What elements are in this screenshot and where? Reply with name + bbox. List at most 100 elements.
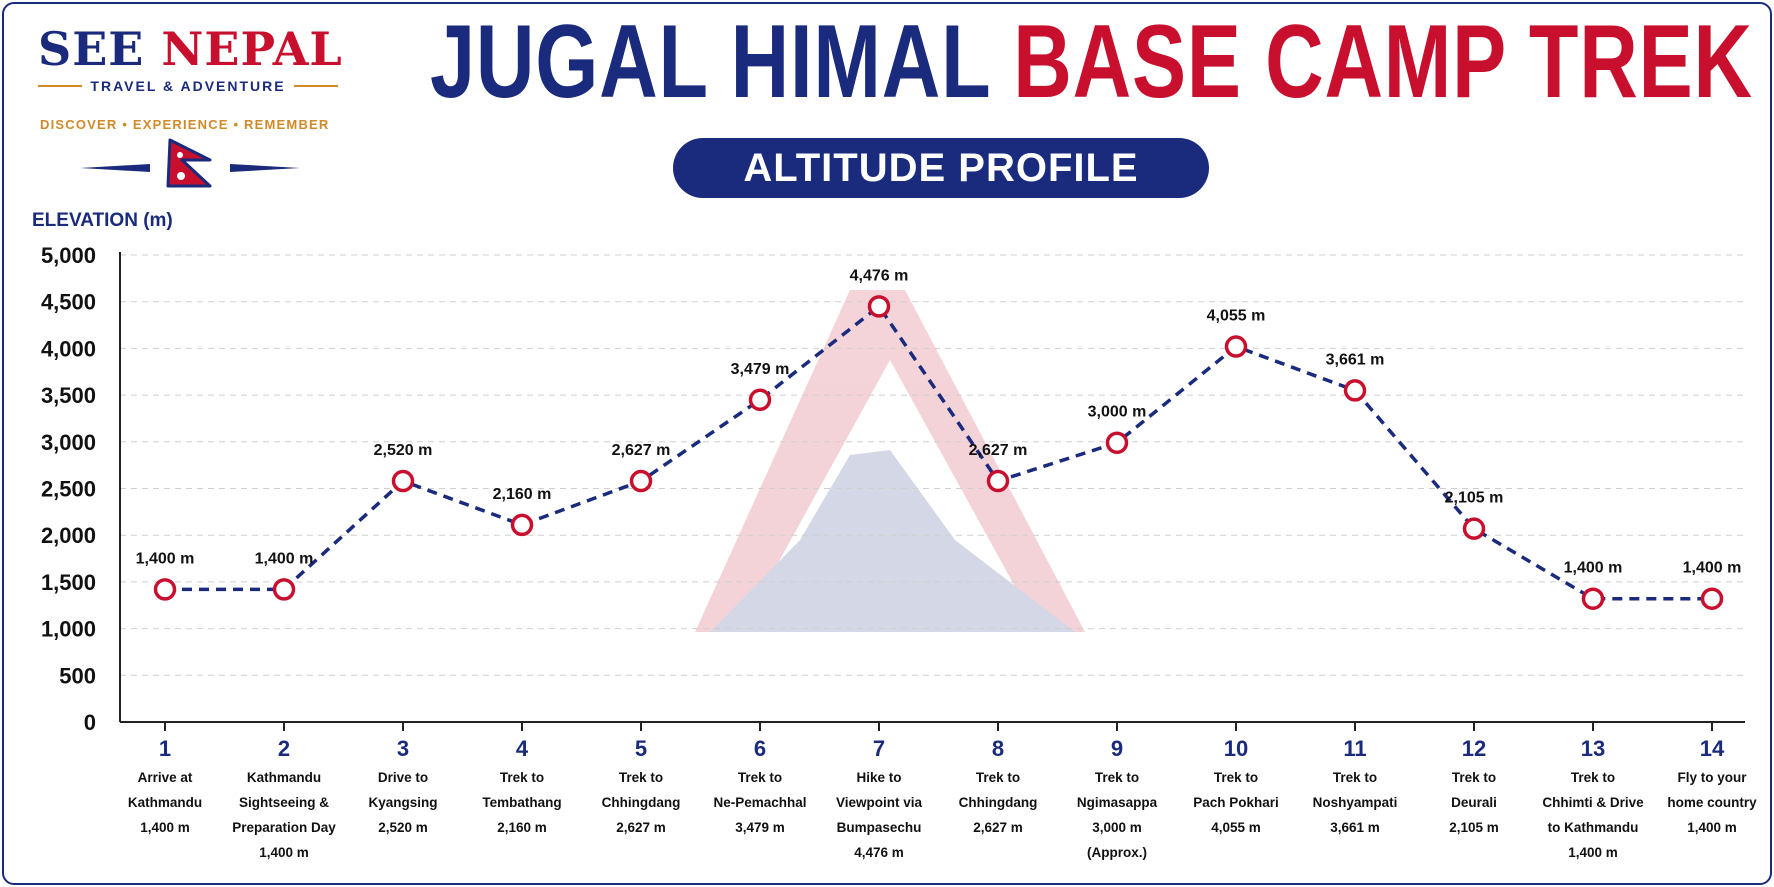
x-tick-label: 13 (1581, 736, 1605, 761)
x-tick-label: 1 (159, 736, 171, 761)
data-point (867, 295, 891, 318)
x-tick-label: 14 (1700, 736, 1725, 761)
data-label: 4,055 m (1207, 308, 1266, 325)
data-label: 2,520 m (374, 442, 433, 459)
day-description-line: 1,400 m (259, 845, 309, 860)
logo: SEE NEPAL TRAVEL & ADVENTURE DISCOVER • … (0, 0, 360, 190)
y-tick-label: 3,500 (41, 383, 96, 408)
mountain-watermark (695, 290, 1085, 632)
page-title: JUGAL HIMAL BASE CAMP TREK (430, 7, 1753, 117)
y-tick-label: 4,000 (41, 336, 96, 361)
day-description-line: Ne-Pemachhal (713, 795, 806, 810)
badge-label: ALTITUDE PROFILE (743, 145, 1139, 190)
data-point (391, 469, 415, 493)
x-tick-label: 11 (1343, 736, 1366, 761)
data-point (272, 578, 296, 601)
day-description-line: Trek to (1452, 770, 1496, 785)
day-description-line: Trek to (1095, 770, 1139, 785)
y-tick-label: 0 (84, 710, 96, 735)
data-point (1105, 431, 1129, 454)
day-description-line: Chhingdang (959, 795, 1038, 810)
data-label: 2,627 m (612, 442, 671, 459)
data-point (986, 469, 1010, 493)
data-label: 2,160 m (493, 486, 552, 503)
day-description-line: Trek to (1333, 770, 1377, 785)
y-axis-label: ELEVATION (m) (32, 210, 173, 231)
x-tick-label: 7 (873, 736, 885, 761)
day-description-line: Bumpasechu (837, 820, 922, 835)
data-label: 3,661 m (1326, 351, 1385, 368)
watermark-peak-navy (710, 450, 1075, 632)
data-point (629, 469, 653, 493)
title-part-1: JUGAL HIMAL (430, 4, 990, 120)
day-description-line: 1,400 m (1687, 820, 1737, 835)
data-label: 1,400 m (136, 550, 195, 567)
day-description-line: to Kathmandu (1548, 820, 1639, 835)
title-part-2: BASE CAMP TREK (1013, 4, 1753, 120)
data-point (153, 578, 177, 601)
day-description-line: (Approx.) (1087, 845, 1147, 860)
y-tick-label: 4,500 (41, 290, 96, 315)
day-description-line: Kyangsing (368, 795, 437, 810)
day-description-line: Deurali (1451, 795, 1497, 810)
data-label: 3,000 m (1088, 404, 1147, 421)
data-point (1224, 335, 1248, 358)
day-description-line: Trek to (976, 770, 1020, 785)
day-description-line: Arrive at (138, 770, 193, 785)
day-description-line: 2,627 m (616, 820, 666, 835)
data-point (510, 513, 534, 537)
data-point (1343, 379, 1367, 402)
day-description-line: Sightseeing & (239, 795, 329, 810)
y-tick-label: 500 (59, 663, 96, 688)
day-description-line: 3,661 m (1330, 820, 1380, 835)
y-tick-label: 5,000 (41, 243, 96, 268)
day-description-line: 3,479 m (735, 820, 785, 835)
day-description-line: 2,105 m (1449, 820, 1499, 835)
day-description-line: 2,160 m (497, 820, 547, 835)
day-description-line: Noshyampati (1313, 795, 1398, 810)
x-tick-label: 5 (635, 736, 647, 761)
logo-brand: SEE NEPAL (38, 22, 343, 76)
altitude-profile-badge: ALTITUDE PROFILE (673, 138, 1209, 198)
logo-brand-see: SEE (38, 22, 145, 76)
watermark-peak-red (695, 290, 1085, 632)
divider (38, 85, 83, 87)
day-description-line: Hike to (856, 770, 901, 785)
data-label: 2,627 m (969, 442, 1028, 459)
x-tick-label: 6 (754, 736, 766, 761)
day-description-line: Trek to (738, 770, 782, 785)
day-description-line: Trek to (619, 770, 663, 785)
day-description-line: Kathmandu (247, 770, 321, 785)
logo-brand-nepal: NEPAL (161, 22, 343, 76)
day-description-line: Pach Pokhari (1193, 795, 1279, 810)
data-point (1462, 517, 1486, 540)
day-description-line: Viewpoint via (836, 795, 923, 810)
x-tick-label: 3 (397, 736, 409, 761)
divider (293, 85, 339, 87)
logo-subtitle: TRAVEL & ADVENTURE (90, 78, 286, 94)
logo-subtitle-row: TRAVEL & ADVENTURE (38, 78, 339, 94)
x-tick-label: 10 (1224, 736, 1248, 761)
day-description-line: 4,055 m (1211, 820, 1261, 835)
x-tick-label: 9 (1111, 736, 1123, 761)
day-description-line: Fly to your (1677, 770, 1747, 785)
x-tick-label: 12 (1462, 736, 1486, 761)
data-label: 4,476 m (850, 267, 909, 284)
y-tick-label: 1,500 (41, 570, 96, 595)
x-tick-label: 8 (992, 736, 1004, 761)
day-description-line: 2,520 m (378, 820, 428, 835)
day-description-line: 1,400 m (1568, 845, 1618, 860)
day-description-line: Chhingdang (602, 795, 681, 810)
data-label: 1,400 m (1683, 560, 1742, 577)
day-description-line: home country (1667, 795, 1757, 810)
data-label: 1,400 m (255, 550, 314, 567)
y-tick-label: 3,000 (41, 430, 96, 455)
data-point (1700, 587, 1724, 610)
y-tick-label: 2,000 (41, 523, 96, 548)
day-description-line: 2,627 m (973, 820, 1023, 835)
day-description-line: 1,400 m (140, 820, 190, 835)
x-tick-label: 2 (278, 736, 290, 761)
day-description-line: Kathmandu (128, 795, 202, 810)
day-description-line: Trek to (1214, 770, 1258, 785)
